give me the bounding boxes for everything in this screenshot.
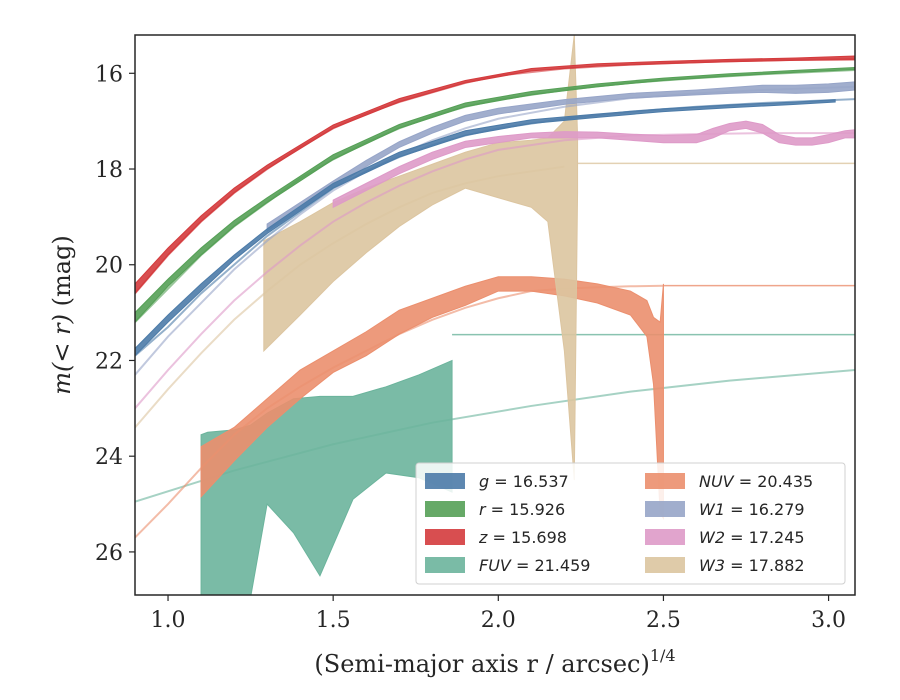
y-tick-label: 22 xyxy=(95,349,123,374)
legend-label-w2: W2 = 17.245 xyxy=(699,528,805,547)
y-tick-label: 18 xyxy=(95,158,123,183)
legend-swatch-fuv xyxy=(425,557,465,573)
legend-swatch-g xyxy=(425,473,465,489)
legend-swatch-z xyxy=(425,529,465,545)
legend-swatch-w2 xyxy=(645,529,685,545)
y-axis-label: m(< r) (mag) xyxy=(48,235,76,395)
legend-swatch-r xyxy=(425,501,465,517)
profile-band-z xyxy=(135,55,855,295)
profile-band-w1 xyxy=(266,81,855,233)
x-axis-label: (Semi-major axis r / arcsec)1/4 xyxy=(314,646,675,678)
profile-band-g xyxy=(135,99,836,357)
x-tick-label: 2.5 xyxy=(646,608,681,633)
legend-label-g: g = 16.537 xyxy=(479,472,569,491)
profile-band-w3 xyxy=(263,35,579,481)
x-tick-label: 1.5 xyxy=(316,608,351,633)
legend-label-w1: W1 = 16.279 xyxy=(699,500,805,519)
legend: g = 16.537 r = 15.926 z = 15.698 FUV = 21.4… xyxy=(415,462,846,585)
legend-label-nuv: NUV = 20.435 xyxy=(699,472,813,491)
legend-swatch-nuv xyxy=(645,473,685,489)
axes: 1.0 1.5 2.0 2.5 3.0 16 18 20 22 24 26 xyxy=(95,62,846,633)
x-tick-label: 1.0 xyxy=(151,608,186,633)
legend-label-z: z = 15.698 xyxy=(478,528,567,547)
legend-label-r: r = 15.926 xyxy=(479,500,565,519)
legend-label-fuv: FUV = 21.459 xyxy=(479,556,590,575)
profile-band-r xyxy=(135,67,855,323)
plot-area xyxy=(135,35,855,595)
legend-box xyxy=(415,462,846,585)
legend-swatch-w3 xyxy=(645,557,685,573)
plot-frame xyxy=(134,34,856,596)
x-tick-label: 3.0 xyxy=(811,608,846,633)
y-tick-label: 20 xyxy=(95,254,123,279)
y-tick-label: 16 xyxy=(95,62,123,87)
legend-swatch-w1 xyxy=(645,501,685,517)
x-tick-label: 2.0 xyxy=(481,608,516,633)
y-tick-label: 26 xyxy=(95,541,123,566)
legend-label-w3: W3 = 17.882 xyxy=(699,556,805,575)
y-tick-label: 24 xyxy=(95,445,123,470)
profile-band-w2 xyxy=(332,120,855,209)
